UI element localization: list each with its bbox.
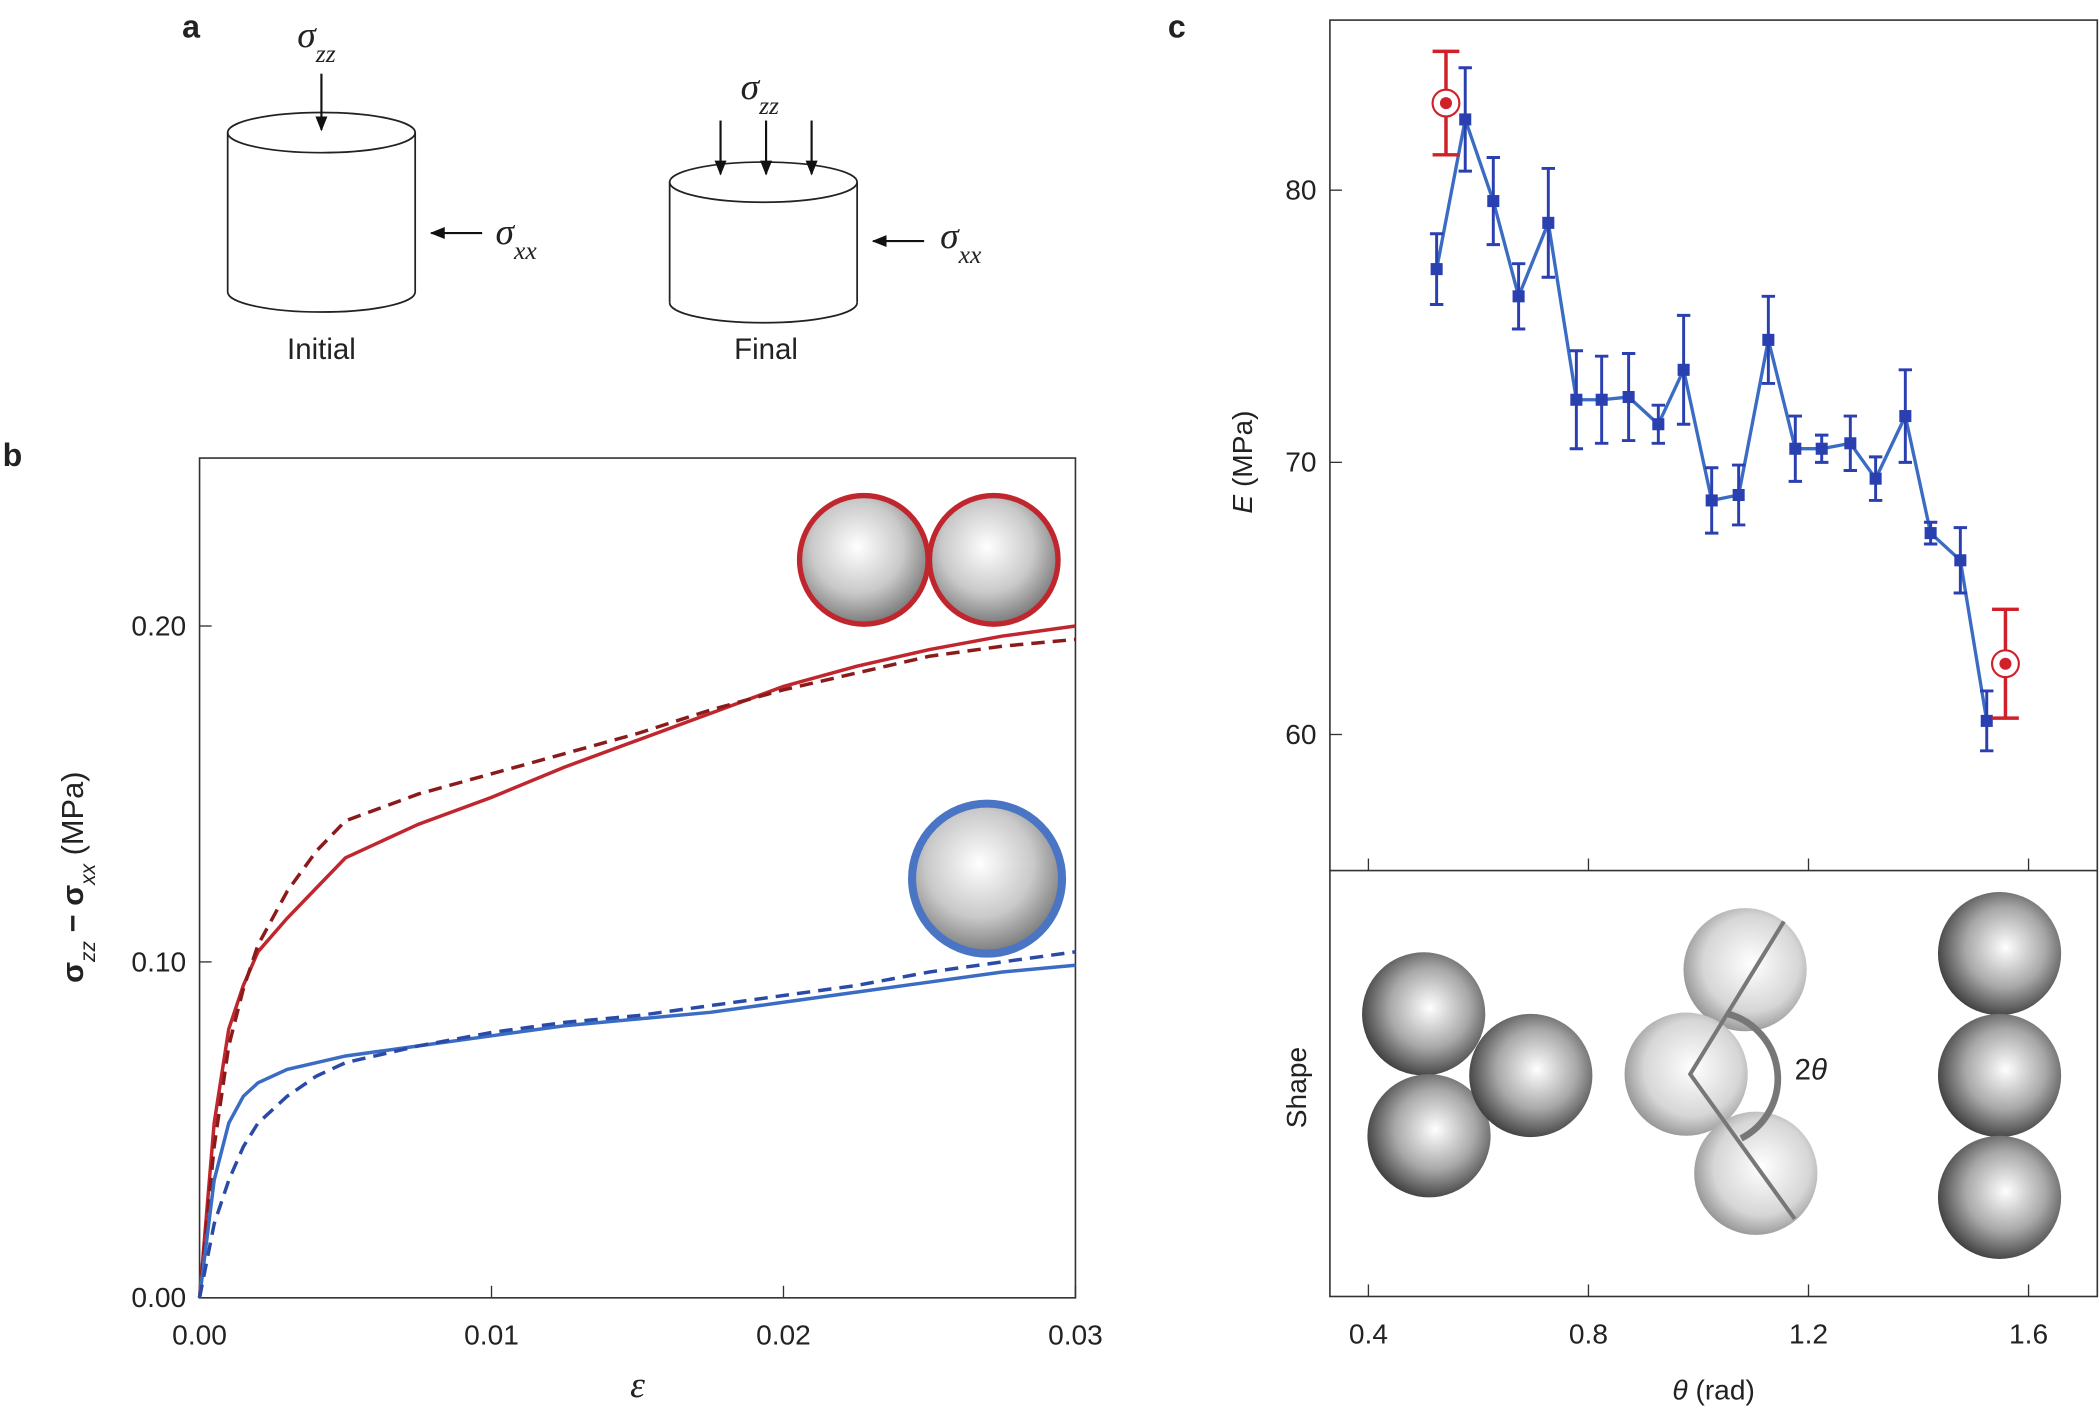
data-line <box>197 624 1076 1298</box>
marker <box>1652 418 1665 431</box>
label-part: (rad) <box>1688 1375 1755 1406</box>
label-part: zz <box>758 91 779 120</box>
label-part: σ <box>940 216 960 257</box>
marker <box>1487 195 1500 208</box>
panel-label: a <box>182 9 201 45</box>
marker <box>1924 527 1937 540</box>
shape-trimer-bent <box>1362 952 1593 1198</box>
cylinder-final <box>668 161 859 324</box>
sphere-icon <box>908 799 1067 958</box>
marker <box>1430 263 1443 276</box>
shape-label: Shape <box>1281 1047 1312 1128</box>
y-axis-label: E (MPa) <box>1227 411 1258 514</box>
data-line <box>197 637 1076 1298</box>
x-tick-label: 0.8 <box>1569 1318 1608 1349</box>
label-part: (MPa) <box>1227 411 1258 495</box>
label-part: θ <box>1672 1375 1687 1406</box>
label-part: − <box>55 906 90 941</box>
marker <box>1512 290 1525 303</box>
marker <box>1595 393 1608 406</box>
x-tick-label: 0.4 <box>1349 1318 1388 1349</box>
y-tick-label: 0.10 <box>131 946 186 977</box>
marker <box>1439 97 1453 110</box>
x-tick-label: 0.03 <box>1048 1320 1103 1351</box>
label-part: xx <box>77 862 100 885</box>
cylinder-initial <box>226 111 417 313</box>
marker <box>1869 472 1882 485</box>
x-axis-label: ε <box>630 1365 645 1406</box>
marker <box>1815 442 1828 455</box>
data-line <box>197 963 1076 1299</box>
label-part: σ <box>741 67 761 108</box>
marker <box>1980 714 1993 727</box>
marker <box>1732 488 1745 502</box>
marker <box>1459 113 1472 126</box>
label-part: (MPa) <box>55 771 90 863</box>
x-tick-label: 1.2 <box>1789 1318 1828 1349</box>
y-tick-label: 0.00 <box>131 1282 186 1313</box>
stress-label: σxx <box>496 212 538 265</box>
marker <box>1705 494 1718 507</box>
label-part: zz <box>315 38 336 67</box>
label-part: zz <box>77 940 100 962</box>
x-tick-label: 0.02 <box>756 1320 811 1351</box>
marker <box>1844 437 1857 450</box>
x-tick-label: 0.00 <box>172 1320 227 1351</box>
label-part: E <box>1227 494 1258 514</box>
shape-trimer-angle <box>1624 908 1818 1235</box>
label-part: 2 <box>1795 1054 1811 1087</box>
label-part: ε <box>630 1365 645 1406</box>
y-tick-label: 70 <box>1285 447 1316 478</box>
data-line <box>197 950 1076 1299</box>
y-tick-label: 80 <box>1285 175 1316 206</box>
panel-label: c <box>1168 9 1186 45</box>
marker <box>1789 442 1802 455</box>
y-axis-label: σzz − σxx (MPa) <box>55 771 99 983</box>
label-part: xx <box>958 239 982 268</box>
angle-label: 2θ <box>1795 1054 1827 1087</box>
label-part: σ <box>297 15 317 56</box>
plot-frame <box>1329 19 2099 1298</box>
plot-frame <box>198 457 1077 1299</box>
caption: Final <box>734 333 798 366</box>
marker <box>1570 393 1583 406</box>
marker <box>1954 554 1967 567</box>
y-tick-label: 0.20 <box>131 610 186 641</box>
marker <box>1762 333 1775 346</box>
marker <box>1999 657 2012 670</box>
dimer-icon <box>796 492 1061 627</box>
marker <box>1622 390 1635 404</box>
stress-label: σzz <box>297 15 335 68</box>
stress-label: σzz <box>741 67 779 120</box>
panel-label: b <box>3 437 23 473</box>
marker <box>1542 216 1555 229</box>
label-part: σ <box>496 212 516 253</box>
label-part: θ <box>1811 1054 1827 1087</box>
stress-label: σxx <box>940 216 982 269</box>
shape-trimer-linear <box>1937 892 2062 1259</box>
label-part: σ <box>55 885 90 906</box>
marker <box>1899 410 1912 423</box>
x-tick-label: 1.6 <box>2009 1318 2048 1349</box>
label-part: xx <box>513 235 537 264</box>
caption: Initial <box>287 333 356 366</box>
marker <box>1677 363 1690 376</box>
arrows <box>315 73 925 248</box>
y-tick-label: 60 <box>1285 719 1316 750</box>
label-part: σ <box>55 962 90 983</box>
x-tick-label: 0.01 <box>464 1320 519 1351</box>
x-axis-label: θ (rad) <box>1672 1375 1754 1406</box>
